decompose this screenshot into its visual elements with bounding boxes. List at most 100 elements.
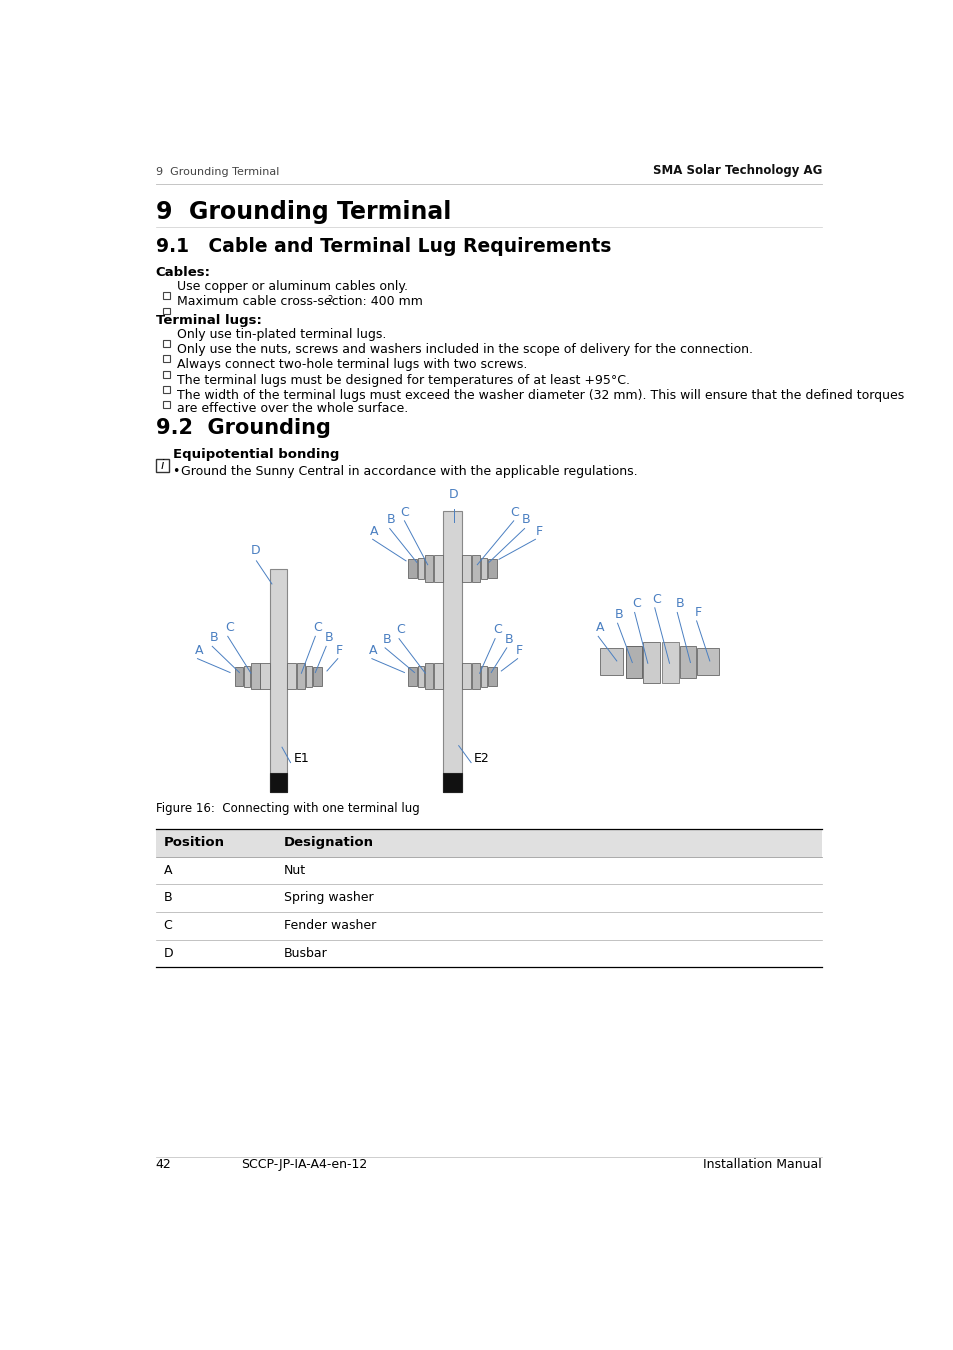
- Text: B: B: [386, 513, 395, 526]
- Text: Busbar: Busbar: [283, 946, 327, 960]
- Bar: [661, 643, 679, 683]
- Text: Always connect two-hole terminal lugs with two screws.: Always connect two-hole terminal lugs wi…: [176, 359, 526, 371]
- Text: Designation: Designation: [283, 836, 374, 849]
- Text: C: C: [163, 919, 172, 931]
- Bar: [155, 829, 821, 856]
- Text: D: D: [449, 487, 458, 501]
- Bar: [424, 663, 433, 690]
- Text: Figure 16:  Connecting with one terminal lug: Figure 16: Connecting with one terminal …: [155, 802, 419, 815]
- Bar: [270, 772, 286, 792]
- Text: The terminal lugs must be designed for temperatures of at least +95°C.: The terminal lugs must be designed for t…: [176, 374, 629, 387]
- Text: Position: Position: [163, 836, 224, 849]
- Text: B: B: [675, 597, 683, 610]
- Text: Maximum cable cross-section: 400 mm: Maximum cable cross-section: 400 mm: [176, 296, 422, 308]
- Text: B: B: [615, 608, 623, 621]
- Text: are effective over the whole surface.: are effective over the whole surface.: [176, 401, 408, 414]
- Text: C: C: [652, 593, 660, 606]
- Text: Only use the nuts, screws and washers included in the scope of delivery for the : Only use the nuts, screws and washers in…: [176, 343, 752, 356]
- Bar: [697, 648, 719, 675]
- Bar: [313, 667, 321, 686]
- Bar: [625, 645, 641, 678]
- Text: The width of the terminal lugs must exceed the washer diameter (32 mm). This wil: The width of the terminal lugs must exce…: [176, 389, 902, 402]
- Bar: [251, 663, 259, 690]
- Bar: [408, 559, 416, 578]
- Text: 9  Grounding Terminal: 9 Grounding Terminal: [155, 167, 279, 177]
- Text: Use copper or aluminum cables only.: Use copper or aluminum cables only.: [176, 279, 407, 293]
- Text: B: B: [521, 513, 530, 526]
- Text: A: A: [369, 525, 377, 537]
- Bar: [434, 555, 443, 582]
- Bar: [679, 645, 695, 678]
- Text: Terminal lugs:: Terminal lugs:: [155, 313, 261, 327]
- Bar: [163, 386, 171, 393]
- Text: B: B: [324, 630, 333, 644]
- Text: Equipotential bonding: Equipotential bonding: [173, 448, 339, 460]
- Text: Only use tin-plated terminal lugs.: Only use tin-plated terminal lugs.: [176, 328, 386, 340]
- Bar: [480, 558, 487, 579]
- Bar: [434, 663, 443, 690]
- Text: C: C: [400, 505, 409, 518]
- Text: E2: E2: [474, 752, 490, 765]
- Bar: [480, 666, 487, 687]
- Bar: [461, 663, 471, 690]
- Bar: [417, 558, 423, 579]
- Text: Nut: Nut: [283, 864, 305, 876]
- Bar: [260, 663, 270, 690]
- Bar: [234, 667, 243, 686]
- Text: C: C: [225, 621, 233, 634]
- Text: B: B: [382, 633, 391, 645]
- Text: F: F: [335, 644, 343, 657]
- Text: B: B: [505, 633, 514, 645]
- Text: 42: 42: [155, 1158, 172, 1170]
- Bar: [163, 401, 171, 409]
- Bar: [424, 555, 433, 582]
- Bar: [163, 292, 171, 300]
- Bar: [408, 667, 416, 686]
- Bar: [163, 371, 171, 378]
- Text: Fender washer: Fender washer: [283, 919, 375, 931]
- Text: A: A: [163, 864, 172, 876]
- Text: F: F: [535, 525, 542, 537]
- Text: SMA Solar Technology AG: SMA Solar Technology AG: [652, 165, 821, 177]
- Bar: [306, 666, 312, 687]
- Bar: [286, 663, 295, 690]
- Text: C: C: [510, 505, 518, 518]
- Bar: [417, 666, 423, 687]
- Bar: [443, 510, 461, 792]
- Bar: [163, 308, 171, 315]
- Text: C: C: [632, 597, 640, 610]
- Text: 9.1   Cable and Terminal Lug Requirements: 9.1 Cable and Terminal Lug Requirements: [155, 238, 611, 256]
- Text: •: •: [172, 464, 179, 478]
- Bar: [244, 666, 250, 687]
- Bar: [163, 355, 171, 362]
- Text: A: A: [369, 644, 376, 657]
- Bar: [163, 340, 171, 347]
- Bar: [296, 663, 305, 690]
- Bar: [461, 555, 471, 582]
- Text: C: C: [396, 624, 405, 636]
- Text: D: D: [251, 544, 260, 558]
- Text: D: D: [163, 946, 172, 960]
- Text: A: A: [194, 644, 203, 657]
- Text: B: B: [163, 891, 172, 904]
- Text: Ground the Sunny Central in accordance with the applicable regulations.: Ground the Sunny Central in accordance w…: [181, 464, 638, 478]
- Bar: [488, 559, 497, 578]
- Bar: [488, 667, 497, 686]
- Text: i: i: [160, 459, 164, 472]
- Text: SCCP-JP-IA-A4-en-12: SCCP-JP-IA-A4-en-12: [241, 1158, 367, 1170]
- Text: 2: 2: [328, 296, 333, 305]
- Text: B: B: [210, 630, 218, 644]
- Text: Spring washer: Spring washer: [283, 891, 373, 904]
- Bar: [155, 459, 169, 472]
- Text: F: F: [694, 606, 700, 618]
- Text: 9  Grounding Terminal: 9 Grounding Terminal: [155, 200, 451, 224]
- Bar: [472, 663, 480, 690]
- Text: F: F: [516, 644, 522, 657]
- Text: C: C: [313, 621, 321, 634]
- Text: A: A: [596, 621, 604, 634]
- Text: E1: E1: [294, 752, 309, 765]
- Bar: [472, 555, 480, 582]
- Bar: [270, 568, 286, 792]
- Text: C: C: [493, 624, 501, 636]
- Text: 9.2  Grounding: 9.2 Grounding: [155, 417, 330, 437]
